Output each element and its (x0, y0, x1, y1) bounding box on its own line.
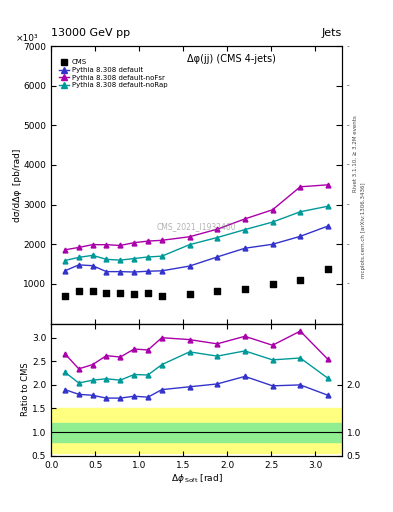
X-axis label: $\Delta\phi_{\rm\,Soft}$ [rad]: $\Delta\phi_{\rm\,Soft}$ [rad] (171, 472, 222, 485)
Point (159, 292, 165, 300)
Text: Δφ(jj) (CMS 4-jets): Δφ(jj) (CMS 4-jets) (187, 54, 276, 65)
Legend: CMS, Pythia 8.308 default, Pythia 8.308 default-noFsr, Pythia 8.308 default-noRa: CMS, Pythia 8.308 default, Pythia 8.308 … (57, 58, 169, 90)
Point (103, 289, 110, 297)
Text: 13000 GeV pp: 13000 GeV pp (51, 28, 130, 38)
Point (131, 290, 137, 298)
Point (325, 265, 331, 273)
Point (214, 287, 220, 295)
Text: Jets: Jets (321, 28, 342, 38)
Text: ×10³: ×10³ (16, 34, 39, 44)
Point (186, 290, 193, 298)
Point (242, 285, 248, 293)
Point (145, 289, 151, 297)
Text: mcplots.cern.ch [arXiv:1306.3436]: mcplots.cern.ch [arXiv:1306.3436] (361, 183, 366, 278)
Text: Rivet 3.1.10, ≥ 3.2M events: Rivet 3.1.10, ≥ 3.2M events (353, 115, 358, 192)
Point (62, 292, 68, 300)
Y-axis label: dσ/dΔφ [pb/rad]: dσ/dΔφ [pb/rad] (13, 148, 22, 222)
Point (270, 280, 276, 288)
Point (75, 287, 82, 295)
Point (117, 289, 123, 297)
Y-axis label: Ratio to CMS: Ratio to CMS (22, 363, 31, 416)
Text: CMS_2021_I1932460: CMS_2021_I1932460 (157, 222, 236, 231)
Point (90, 287, 96, 295)
Point (297, 276, 303, 284)
